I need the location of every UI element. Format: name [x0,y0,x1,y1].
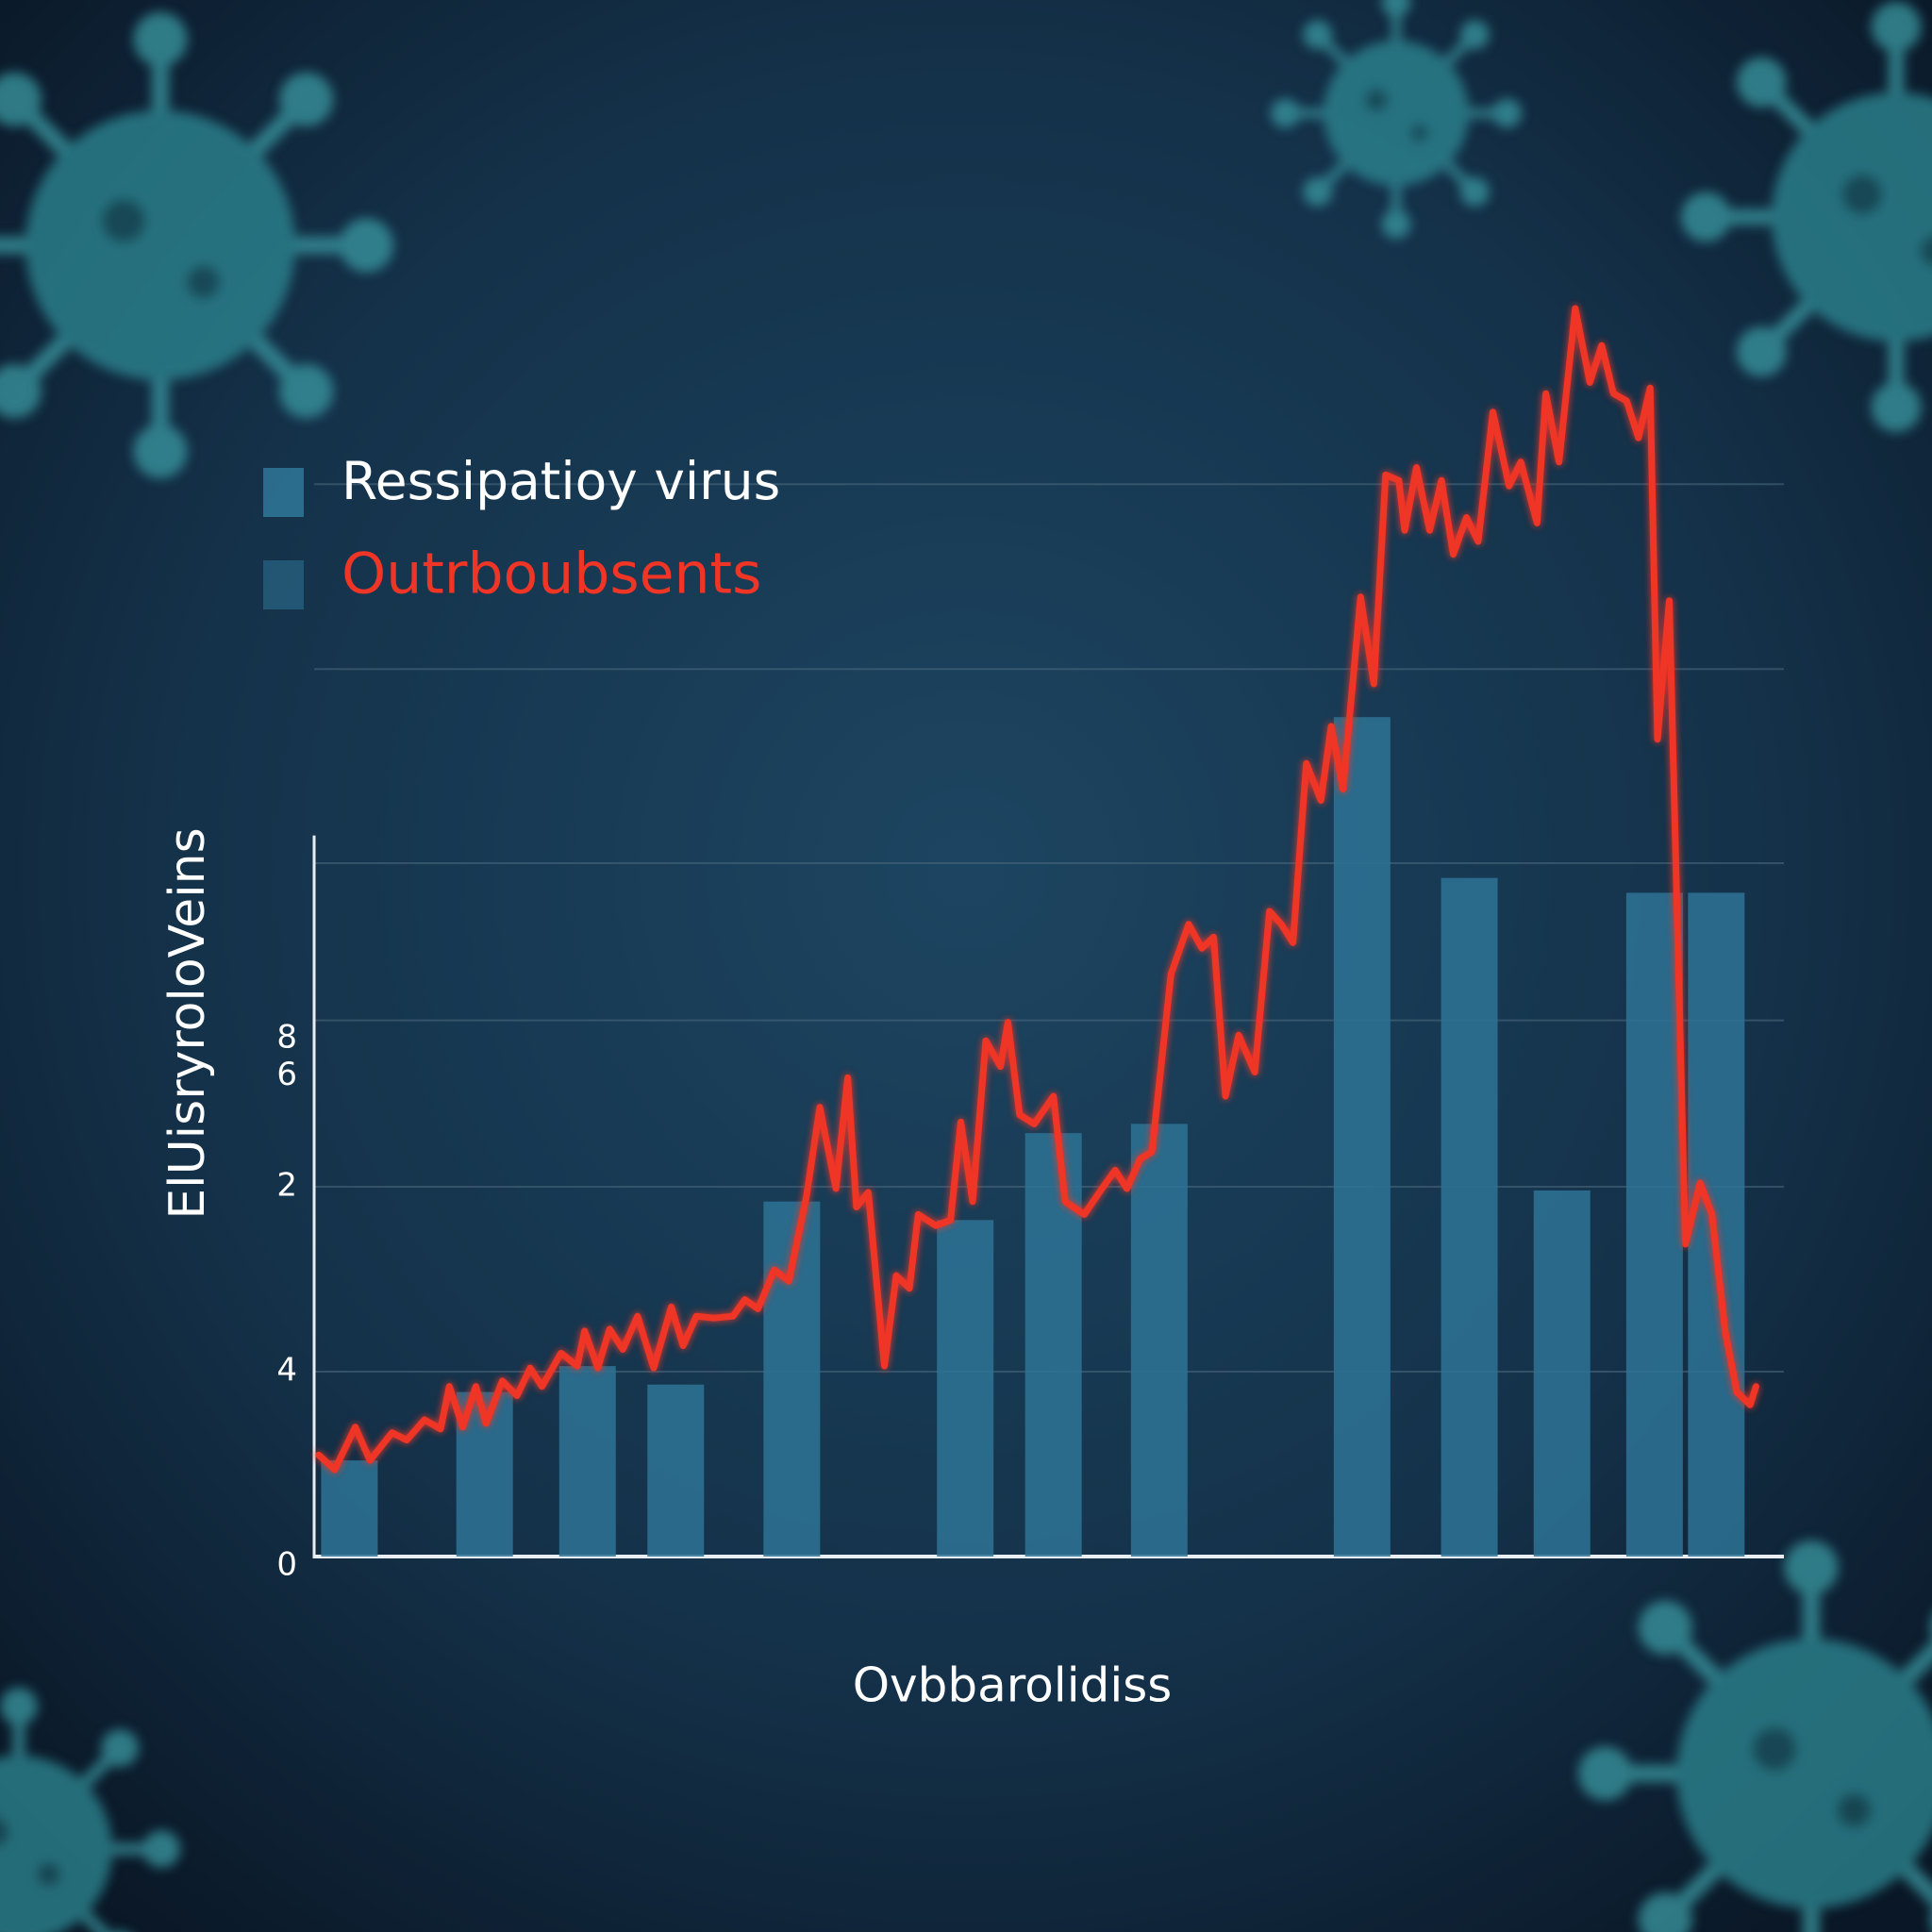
legend-swatch [263,468,304,517]
legend-label: Ressipatioy virus [341,451,780,511]
y-axis-label: ElUisryroloVeins [159,827,216,1219]
bar [321,1460,378,1557]
bar [1625,892,1683,1557]
y-tick-label: 0 [276,1546,297,1584]
y-tick-label: 2 [276,1167,297,1205]
legend-swatch [263,560,304,609]
plot-area: 0 4 2 68 [276,305,1784,1584]
legend-label: Outrboubsents [341,541,761,608]
y-tick-label: 6 [276,1056,297,1093]
bar [1024,1133,1082,1557]
y-tick-label: 8 [276,1019,297,1057]
legend: Ressipatioy virus Outrboubsents [263,451,780,609]
line [315,305,1759,1474]
bar [1130,1124,1188,1557]
bar [647,1384,705,1557]
bar [1441,877,1498,1557]
y-tick-label: 4 [276,1352,297,1390]
bar [937,1220,994,1557]
bar [1533,1190,1591,1557]
x-axis-label: Ovbbarolidiss [853,1658,1173,1713]
bar [1333,717,1391,1557]
bar [558,1366,616,1557]
